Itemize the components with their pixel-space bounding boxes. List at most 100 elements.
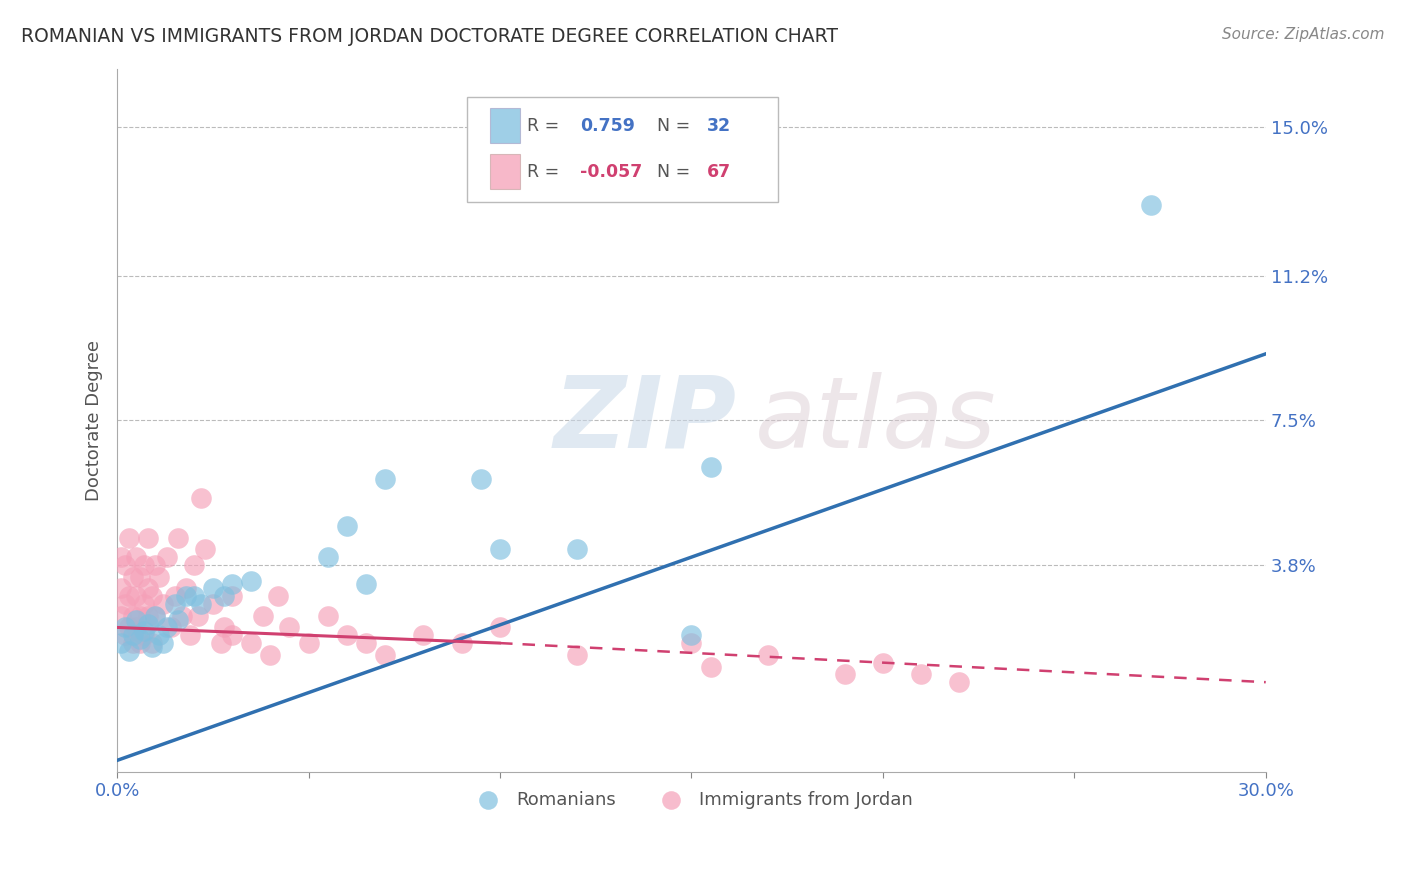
Point [145,558,167,572]
Point [872,656,894,670]
Point [297,636,319,650]
Point [132,558,155,572]
Text: 67: 67 [706,162,731,181]
Text: ROMANIAN VS IMMIGRANTS FROM JORDAN DOCTORATE DEGREE CORRELATION CHART: ROMANIAN VS IMMIGRANTS FROM JORDAN DOCTO… [21,27,838,45]
FancyBboxPatch shape [491,108,520,143]
Point [756,648,779,662]
Point [152,636,174,650]
Point [201,582,224,596]
Point [118,531,141,545]
Y-axis label: Doctorate Degree: Doctorate Degree [86,340,103,500]
Point [121,628,143,642]
Point [179,628,201,642]
FancyBboxPatch shape [491,154,520,188]
Legend: Romanians, Immigrants from Jordan: Romanians, Immigrants from Jordan [463,783,921,816]
FancyBboxPatch shape [468,96,778,202]
Point [183,558,205,572]
Point [132,597,155,611]
Point [114,628,136,642]
Point [316,608,339,623]
Text: R =: R = [527,117,560,135]
Point [129,608,152,623]
Point [489,542,512,557]
Point [190,597,212,611]
Point [121,636,143,650]
Point [148,569,170,583]
Point [114,597,136,611]
Point [221,577,243,591]
Point [114,620,136,634]
Point [167,613,190,627]
Point [201,597,224,611]
Text: 0.759: 0.759 [581,117,636,135]
Point [214,620,236,634]
Point [221,589,243,603]
Point [114,558,136,572]
Point [145,608,167,623]
Point [190,491,212,506]
Point [336,518,359,533]
Point [450,636,472,650]
Point [221,628,243,642]
Point [470,472,492,486]
Point [129,632,152,647]
Text: N =: N = [657,117,690,135]
Point [163,597,186,611]
Point [174,582,197,596]
Text: -0.057: -0.057 [581,162,643,181]
Point [129,569,152,583]
Point [118,620,141,634]
Point [699,659,721,673]
Point [132,628,155,642]
Point [125,620,148,634]
Point [141,589,163,603]
Point [699,460,721,475]
Point [136,582,159,596]
Point [121,608,143,623]
Point [163,589,186,603]
Point [167,531,190,545]
Text: ZIP: ZIP [554,372,737,469]
Point [132,624,155,639]
Point [148,628,170,642]
Point [834,667,856,681]
Point [240,636,263,650]
Point [1140,198,1163,212]
Point [336,628,359,642]
Point [110,636,132,650]
Point [145,608,167,623]
Point [910,667,932,681]
Point [354,577,377,591]
Point [374,472,396,486]
Point [948,675,970,690]
Point [136,531,159,545]
Point [156,620,179,634]
Point [194,542,217,557]
Point [118,644,141,658]
Point [159,620,181,634]
Point [214,589,236,603]
Text: atlas: atlas [755,372,997,469]
Point [187,608,209,623]
Point [125,550,148,565]
Point [565,542,588,557]
Text: 32: 32 [706,117,731,135]
Point [252,608,274,623]
Point [412,628,434,642]
Point [172,608,194,623]
Point [681,636,703,650]
Point [565,648,588,662]
Point [121,569,143,583]
Point [141,636,163,650]
Point [259,648,281,662]
Point [681,628,703,642]
Point [489,620,512,634]
Point [136,616,159,631]
Point [129,636,152,650]
Point [110,550,132,565]
Point [316,550,339,565]
Point [278,620,301,634]
Point [118,589,141,603]
Point [174,589,197,603]
Point [267,589,290,603]
